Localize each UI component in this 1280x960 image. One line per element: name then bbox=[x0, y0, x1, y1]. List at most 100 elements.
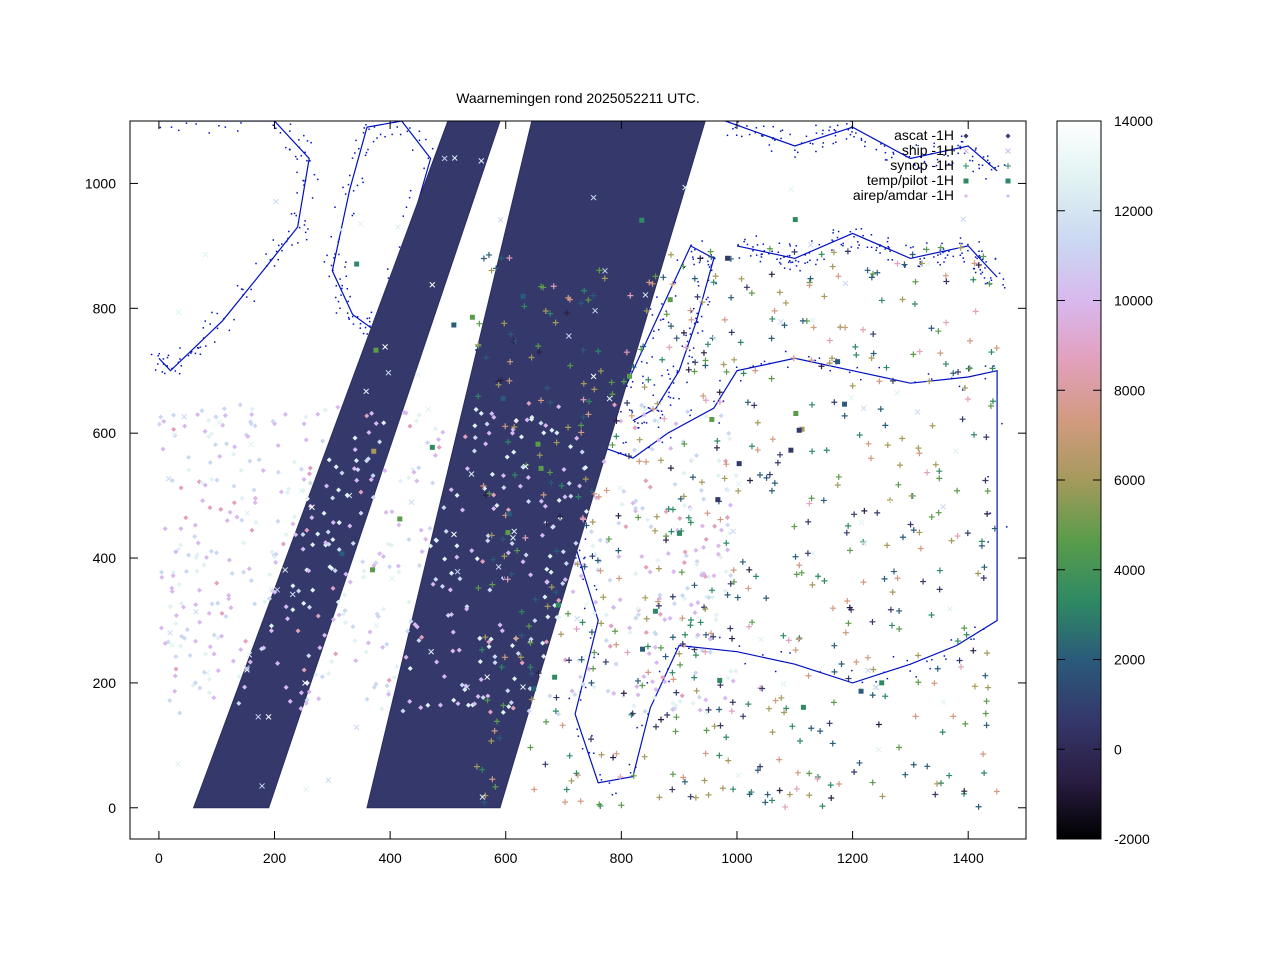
coast-dot bbox=[737, 121, 739, 123]
legend-entry-label: temp/pilot -1H bbox=[867, 172, 954, 188]
synop-point bbox=[908, 492, 915, 499]
synop-point bbox=[597, 567, 604, 574]
coast-dot bbox=[196, 346, 199, 349]
airep-point bbox=[414, 624, 420, 630]
synop-point bbox=[853, 352, 860, 359]
coast-dot bbox=[933, 145, 935, 148]
airep-point bbox=[336, 487, 342, 493]
synop-point bbox=[717, 722, 724, 729]
airep-point bbox=[428, 543, 434, 549]
coast-dot bbox=[672, 382, 675, 384]
coast-dot bbox=[930, 153, 933, 155]
ship-point bbox=[171, 262, 178, 269]
airep-point bbox=[633, 508, 639, 514]
synop-point bbox=[745, 585, 752, 592]
synop-point bbox=[748, 290, 755, 297]
synop-point bbox=[540, 284, 547, 291]
airep-point bbox=[627, 625, 633, 631]
synop-point bbox=[680, 774, 687, 781]
airep-point bbox=[650, 679, 656, 685]
airep-point bbox=[275, 660, 281, 666]
synop-point bbox=[720, 361, 727, 368]
synop-point bbox=[630, 364, 637, 371]
airep-point bbox=[319, 674, 325, 680]
temp-pilot-point bbox=[793, 410, 799, 416]
legend-marker bbox=[963, 163, 969, 169]
synop-point bbox=[985, 684, 992, 691]
coast-dot bbox=[653, 384, 656, 386]
synop-point bbox=[931, 680, 938, 687]
ship-point bbox=[244, 667, 250, 673]
airep-point bbox=[538, 420, 544, 426]
airep-point bbox=[230, 658, 236, 664]
airep-point bbox=[613, 661, 619, 667]
airep-point bbox=[184, 627, 190, 633]
synop-point bbox=[677, 495, 684, 502]
airep-point bbox=[204, 555, 210, 561]
synop-point bbox=[667, 465, 674, 472]
synop-point bbox=[484, 697, 491, 704]
coast-dot bbox=[946, 254, 949, 256]
coast-dot bbox=[358, 147, 360, 150]
coast-dot bbox=[984, 365, 987, 367]
synop-point bbox=[577, 300, 584, 307]
synop-point bbox=[728, 294, 735, 301]
airep-point bbox=[529, 414, 535, 420]
synop-point bbox=[687, 793, 694, 800]
coast-dot bbox=[674, 281, 677, 284]
coast-dot bbox=[271, 258, 274, 260]
airep-point bbox=[578, 573, 584, 579]
airep-point bbox=[253, 519, 259, 525]
airep-point bbox=[373, 420, 379, 426]
x-tick-label: 800 bbox=[610, 850, 634, 866]
coast-dot bbox=[833, 129, 836, 131]
airep-point bbox=[352, 435, 358, 441]
airep-point bbox=[269, 549, 275, 555]
synop-point bbox=[792, 647, 799, 654]
colorbar-tick-label: 10000 bbox=[1114, 293, 1153, 309]
synop-point bbox=[699, 299, 706, 306]
coast-dot bbox=[828, 129, 830, 132]
synop-point bbox=[575, 493, 582, 500]
coast-dot bbox=[754, 131, 757, 134]
airep-point bbox=[646, 651, 652, 657]
airep-point bbox=[723, 569, 729, 575]
airep-point bbox=[591, 684, 597, 690]
synop-point bbox=[982, 477, 989, 484]
synop-point bbox=[550, 283, 557, 290]
airep-point bbox=[645, 517, 651, 523]
synop-point bbox=[768, 375, 775, 382]
airep-point bbox=[298, 466, 304, 472]
airep-point bbox=[722, 588, 728, 594]
airep-point bbox=[590, 543, 596, 549]
coast-dot bbox=[829, 369, 832, 372]
coast-dot bbox=[255, 262, 257, 265]
airep-point bbox=[723, 458, 729, 464]
coast-dot bbox=[249, 109, 251, 111]
synop-point bbox=[566, 296, 573, 303]
airep-point bbox=[485, 693, 491, 699]
airep-point bbox=[640, 505, 646, 511]
coast-dot bbox=[957, 144, 959, 147]
coast-dot bbox=[944, 257, 947, 259]
coast-dot bbox=[805, 135, 808, 138]
airep-point bbox=[260, 467, 266, 473]
ship-point bbox=[248, 348, 255, 355]
coast-dot bbox=[668, 680, 670, 683]
coast-dot bbox=[989, 277, 992, 279]
ship-point bbox=[522, 463, 529, 470]
synop-point bbox=[609, 441, 616, 448]
coast-dot bbox=[719, 636, 721, 639]
temp-pilot-point bbox=[339, 551, 345, 557]
synop-point bbox=[656, 794, 663, 801]
synop-point bbox=[704, 341, 711, 348]
ship-point bbox=[484, 674, 491, 680]
coast-dot bbox=[911, 146, 914, 149]
coast-dot bbox=[858, 244, 860, 246]
coast-dot bbox=[162, 358, 165, 360]
airep-point bbox=[363, 649, 369, 655]
airep-point bbox=[544, 566, 550, 572]
coast-dot bbox=[333, 257, 335, 259]
synop-point bbox=[772, 697, 779, 704]
airep-point bbox=[193, 602, 199, 608]
